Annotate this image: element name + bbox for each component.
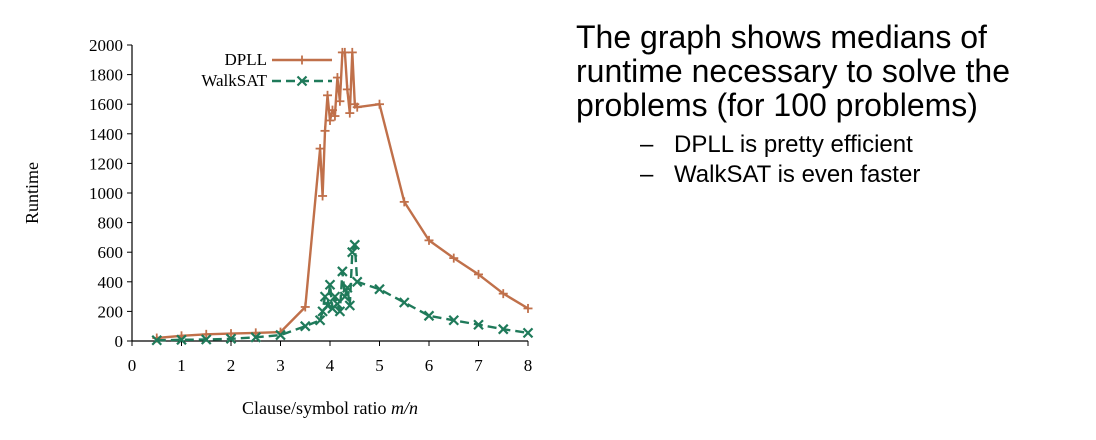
dpll-point	[399, 197, 409, 207]
y-tick-label: 1600	[89, 95, 123, 114]
runtime-chart: 0 200 400 600 800 1000 1200 1400 1600 1800 2000 0 1 2…	[22, 36, 534, 418]
y-tick-label: 1400	[89, 125, 123, 144]
legend-label-walksat: WalkSAT	[201, 71, 267, 90]
walksat-point	[339, 291, 351, 302]
x-tick-label: 8	[524, 356, 533, 375]
walksat-point	[374, 283, 385, 295]
dpll-point	[323, 90, 333, 100]
y-tick-label: 1000	[89, 184, 123, 203]
dpll-point	[523, 303, 533, 313]
dpll-point	[335, 96, 345, 106]
walksat-point	[176, 334, 187, 346]
y-tick-label: 0	[115, 332, 124, 351]
dpll-point	[424, 235, 434, 245]
walksat-point	[473, 319, 484, 330]
bullet-text: WalkSAT is even faster	[674, 161, 921, 188]
walksat-point	[448, 315, 460, 326]
dpll-point	[498, 289, 508, 299]
bullet-list: – DPLL is pretty efficient – WalkSAT is ev…	[576, 130, 1086, 190]
dpll-point	[347, 47, 357, 57]
dpll-point	[300, 302, 310, 312]
legend-marker-dpll	[297, 55, 307, 65]
walksat-line	[156, 243, 529, 342]
x-tick-label: 3	[276, 356, 285, 375]
x-tick-label: 5	[375, 356, 384, 375]
dpll-point	[320, 126, 330, 136]
legend-label-dpll: DPLL	[225, 50, 268, 69]
panel-heading: The graph shows medians of runtime necess…	[576, 20, 1086, 122]
walksat-point	[344, 300, 356, 311]
walksat-point	[250, 332, 262, 343]
x-tick-label: 1	[177, 356, 186, 375]
text-panel: The graph shows medians of runtime necess…	[576, 20, 1086, 190]
dpll-point	[474, 269, 483, 279]
heading-line-1: The graph shows medians of	[576, 19, 987, 55]
walksat-point	[346, 246, 358, 258]
walksat-point	[299, 320, 311, 332]
x-tick-label: 4	[326, 356, 335, 375]
y-tick-label: 800	[98, 214, 124, 233]
legend-marker-walksat	[296, 75, 308, 87]
walksat-point	[342, 282, 353, 293]
x-tick-label: 0	[128, 356, 137, 375]
walksat-point	[200, 334, 212, 345]
walksat-point	[334, 306, 346, 317]
walksat-point	[275, 329, 286, 341]
dpll-point	[327, 105, 337, 115]
walksat-point	[225, 333, 237, 345]
walksat-point	[324, 279, 336, 291]
bullet-dash: –	[640, 131, 654, 158]
chart-axes: 0 200 400 600 800 1000 1200 1400 1600 1800 2000 0 1 2…	[89, 36, 532, 375]
bullet-text: DPLL is pretty efficient	[674, 131, 913, 158]
chart-series-layer	[151, 47, 534, 346]
dpll-point	[449, 253, 459, 263]
dpll-point	[342, 84, 352, 94]
dpll-point	[201, 329, 211, 339]
dpll-point	[226, 329, 236, 339]
walksat-point	[497, 323, 509, 335]
y-tick-label: 1800	[89, 66, 123, 85]
walksat-point	[314, 315, 326, 326]
y-tick-label: 200	[98, 302, 124, 321]
walksat-point	[398, 297, 410, 308]
series-walksat	[151, 239, 534, 346]
bullet-item-walksat: – WalkSAT is even faster	[640, 160, 1086, 190]
dpll-point	[330, 111, 340, 121]
dpll-point	[325, 115, 335, 125]
dpll-point	[375, 99, 384, 109]
dpll-point	[318, 191, 328, 201]
dpll-point	[352, 102, 362, 112]
dpll-point	[332, 73, 342, 83]
dpll-point	[315, 144, 325, 154]
y-axis-title: Runtime	[22, 162, 42, 224]
heading-line-3: problems (for 100 problems)	[576, 87, 978, 123]
walksat-point	[522, 327, 534, 339]
x-axis-title-italic: m/n	[391, 398, 418, 418]
y-tick-label: 1200	[89, 154, 123, 173]
walksat-point	[151, 334, 163, 346]
x-tick-label: 2	[227, 356, 236, 375]
y-tick-label: 600	[98, 243, 124, 262]
chart-legend: DPLL WalkSAT	[201, 50, 332, 90]
walksat-point	[329, 291, 341, 302]
y-tick-label: 2000	[89, 36, 123, 55]
walksat-point	[351, 276, 363, 288]
walksat-point	[319, 291, 331, 302]
heading-line-2: runtime necessary to solve the	[576, 53, 1010, 89]
y-tick-label: 400	[98, 273, 124, 292]
bullet-item-dpll: – DPLL is pretty efficient	[640, 130, 1086, 160]
walksat-point	[337, 266, 348, 277]
walksat-point	[349, 239, 361, 251]
dpll-point	[345, 108, 355, 118]
x-axis-title: Clause/symbol ratio m/n	[242, 398, 418, 418]
x-tick-label: 7	[474, 356, 483, 375]
x-axis-title-text: Clause/symbol ratio	[242, 398, 391, 418]
x-tick-label: 6	[425, 356, 434, 375]
walksat-point	[423, 310, 435, 322]
walksat-point	[322, 300, 333, 311]
bullet-dash: –	[640, 161, 654, 188]
